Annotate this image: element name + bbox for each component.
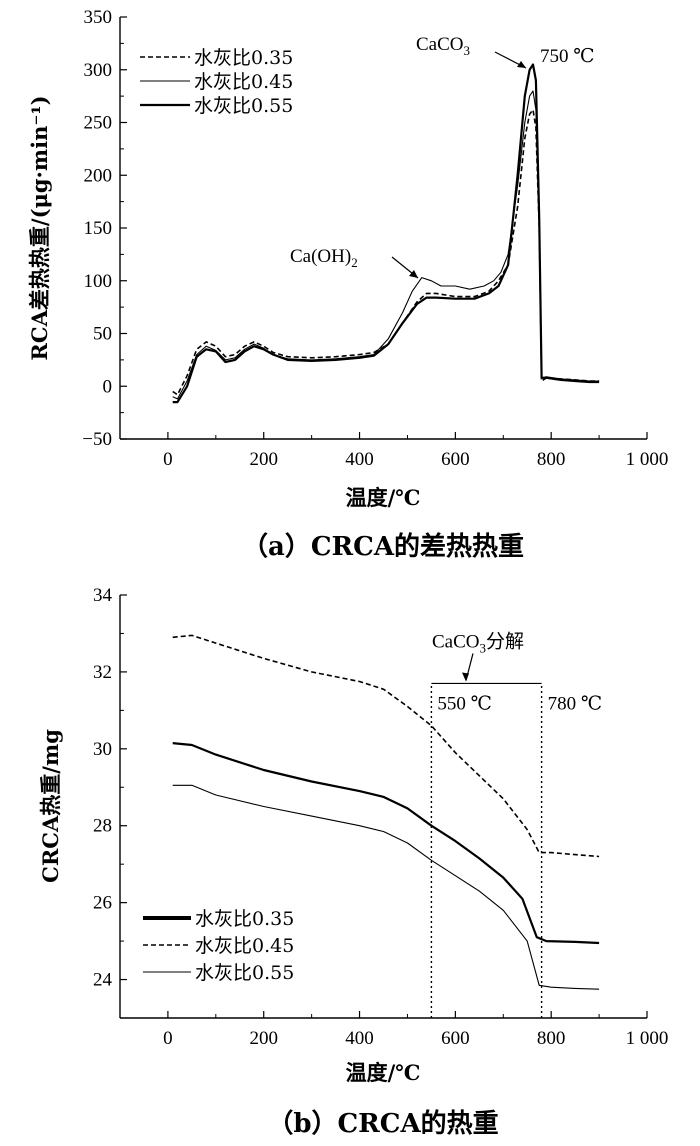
series-line-thick [172,742,600,945]
chart-a-x-axis-title: 温度/℃ [346,485,421,510]
chart-a-y-axis-title: RCA差热热重/(μg·min⁻¹) [27,95,52,360]
chart-a-series [172,63,600,404]
legend-label: 水灰比0.45 [194,71,293,93]
chart-b-axes: 0 200 400 600 800 1 000 24 26 28 30 32 34 [93,585,668,1049]
caoh-label: Ca(OH)2 [290,246,358,270]
caco3-label: CaCO3 [416,34,470,58]
series-line-thin [172,784,600,990]
y-tick-label: 34 [93,585,113,606]
x-tick-label: 400 [345,1028,374,1049]
temp-550-label: 550 ℃ [437,693,492,714]
y-tick-label: −50 [82,429,112,450]
series-line-dashed [172,634,600,858]
x-tick-label: 1 000 [626,449,669,470]
chart-a: 0 200 400 600 800 1 000 −50 0 50 100 150 200 250 300 3… [27,7,668,562]
chart-b-y-axis-title: CRCA热重/mg [38,729,63,883]
chart-b-caption: （b）CRCA的热重 [267,1108,498,1139]
y-tick-label: 150 [84,218,113,239]
x-tick-label: 800 [537,449,566,470]
y-tick-label: 50 [93,324,112,345]
y-tick-label: 300 [84,60,113,81]
chart-b-series [172,634,600,990]
x-tick-label: 400 [345,449,374,470]
chart-a-caption: （a）CRCA的差热热重 [242,531,524,562]
x-tick-label: 200 [249,1028,278,1049]
chart-b-legend: 水灰比0.35 水灰比0.45 水灰比0.55 [143,908,294,984]
y-tick-label: 24 [93,970,113,991]
legend-label: 水灰比0.55 [194,95,293,117]
y-tick-label: 26 [93,893,112,914]
y-tick-label: 200 [84,165,113,186]
y-tick-label: 28 [93,816,112,837]
legend-label: 水灰比0.35 [195,908,294,930]
temp-780-label: 780 ℃ [548,693,603,714]
decomposition-arrowhead [462,672,469,682]
chart-b-x-axis-title: 温度/℃ [346,1060,421,1085]
peak-temp-label: 750 ℃ [540,46,595,67]
series-line-dashed [172,109,600,396]
x-tick-label: 1 000 [626,1028,669,1049]
chart-a-annotations: CaCO3 750 ℃ Ca(OH)2 [290,34,595,279]
series-line-thick [172,63,600,404]
y-tick-label: 0 [103,376,113,397]
y-tick-label: 100 [84,271,113,292]
legend-label: 水灰比0.45 [195,935,294,957]
x-tick-label: 0 [163,449,173,470]
y-tick-label: 350 [84,7,113,28]
x-tick-label: 600 [441,1028,470,1049]
x-tick-label: 0 [163,1028,173,1049]
y-tick-label: 250 [84,113,113,134]
y-tick-label: 30 [93,739,112,760]
caoh-arrowhead [409,270,418,278]
legend-label: 水灰比0.55 [195,962,294,984]
caco3-arrowhead [517,61,526,68]
x-tick-label: 200 [249,449,278,470]
y-tick-label: 32 [93,662,112,683]
chart-b-annotations: CaCO3分解 550 ℃ 780 ℃ [430,630,603,1018]
x-tick-label: 800 [537,1028,566,1049]
x-tick-label: 600 [441,449,470,470]
decomposition-label: CaCO3分解 [432,630,524,655]
legend-label: 水灰比0.35 [194,47,293,69]
chart-a-axes: 0 200 400 600 800 1 000 −50 0 50 100 150 200 250 300 3… [82,7,668,470]
